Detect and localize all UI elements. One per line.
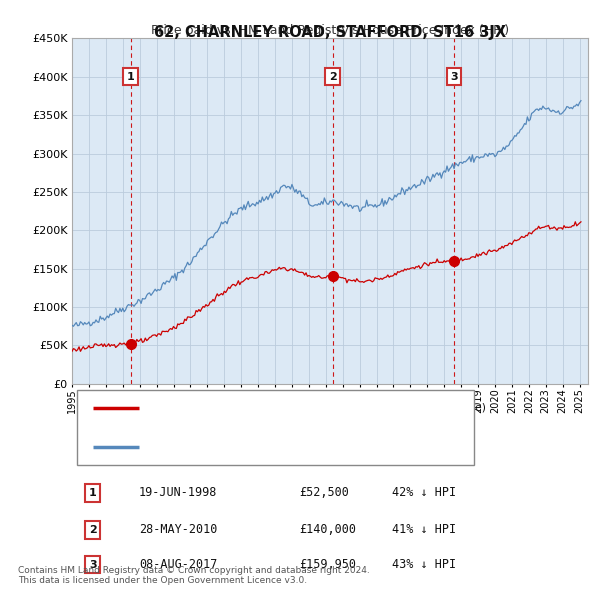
Text: 3: 3 <box>451 72 458 82</box>
Title: Price paid vs. HM Land Registry's House Price Index (HPI): Price paid vs. HM Land Registry's House … <box>151 24 509 37</box>
Bar <box>77 389 475 466</box>
Text: 2: 2 <box>329 72 337 82</box>
Text: HPI: Average price, detached house, Stafford: HPI: Average price, detached house, Staf… <box>152 442 398 452</box>
Text: 42% ↓ HPI: 42% ↓ HPI <box>392 486 456 499</box>
Text: Contains HM Land Registry data © Crown copyright and database right 2024.: Contains HM Land Registry data © Crown c… <box>18 566 370 575</box>
Text: 1: 1 <box>89 488 97 498</box>
Text: £52,500: £52,500 <box>299 486 349 499</box>
Text: 2: 2 <box>89 525 97 535</box>
Text: 62, CHARNLEY ROAD, STAFFORD, ST16 3JX: 62, CHARNLEY ROAD, STAFFORD, ST16 3JX <box>154 25 506 40</box>
Text: 08-AUG-2017: 08-AUG-2017 <box>139 558 217 571</box>
Text: 43% ↓ HPI: 43% ↓ HPI <box>392 558 456 571</box>
Text: This data is licensed under the Open Government Licence v3.0.: This data is licensed under the Open Gov… <box>18 576 307 585</box>
Text: 3: 3 <box>89 559 97 569</box>
Text: 41% ↓ HPI: 41% ↓ HPI <box>392 523 456 536</box>
Text: £159,950: £159,950 <box>299 558 356 571</box>
Text: £140,000: £140,000 <box>299 523 356 536</box>
Text: 1: 1 <box>127 72 134 82</box>
Text: 62, CHARNLEY ROAD, STAFFORD, ST16 3JX (detached house): 62, CHARNLEY ROAD, STAFFORD, ST16 3JX (d… <box>152 403 486 413</box>
Text: 19-JUN-1998: 19-JUN-1998 <box>139 486 217 499</box>
Text: 28-MAY-2010: 28-MAY-2010 <box>139 523 217 536</box>
